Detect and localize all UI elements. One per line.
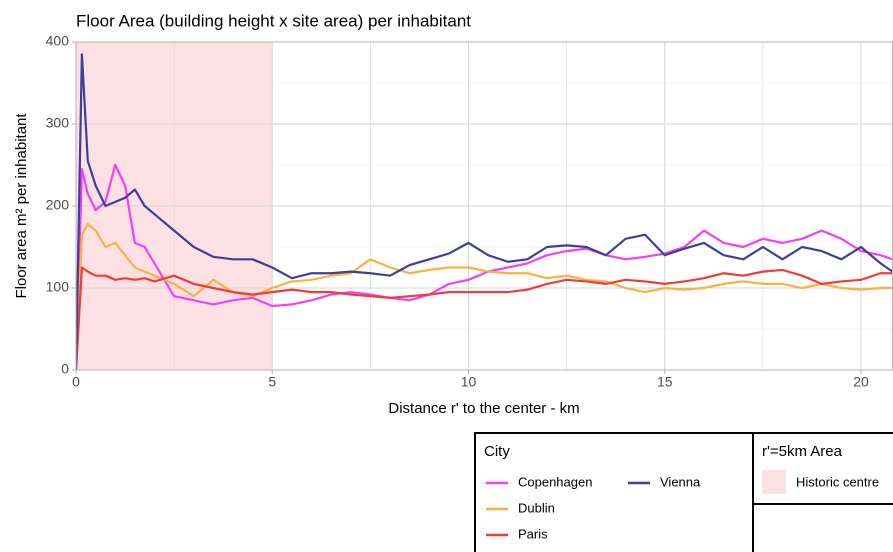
- x-tick-label: 0: [72, 374, 80, 390]
- legend-label: Vienna: [660, 474, 701, 489]
- x-tick-label: 10: [461, 374, 477, 390]
- legend-box: [752, 432, 893, 552]
- line-series: [76, 163, 893, 370]
- legend-box: [474, 432, 754, 552]
- legend-swatch: [762, 470, 786, 494]
- legend-label: Copenhagen: [518, 474, 592, 489]
- y-tick-label: 0: [61, 361, 69, 377]
- chart-title: Floor Area (building height x site area)…: [76, 11, 471, 30]
- legend-title: City: [484, 443, 510, 460]
- legend-label: Dublin: [518, 500, 555, 515]
- y-axis-title: Floor area m² per inhabitant: [13, 113, 30, 299]
- x-tick-label: 20: [853, 374, 869, 390]
- line-series: [76, 53, 893, 370]
- legend-title: r'=5km Area: [762, 443, 843, 460]
- x-tick-label: 15: [657, 374, 673, 390]
- legend-label: Historic centre: [796, 474, 879, 489]
- line-series: [76, 222, 893, 370]
- line-series: [76, 266, 893, 370]
- legend-label: Paris: [518, 526, 548, 541]
- y-tick-label: 400: [46, 33, 70, 49]
- y-tick-label: 100: [46, 279, 70, 295]
- y-tick-label: 200: [46, 197, 70, 213]
- y-tick-label: 300: [46, 115, 70, 131]
- plot-area: [76, 42, 893, 370]
- x-tick-label: 5: [268, 374, 276, 390]
- x-axis-title: Distance r' to the center - km: [388, 400, 579, 417]
